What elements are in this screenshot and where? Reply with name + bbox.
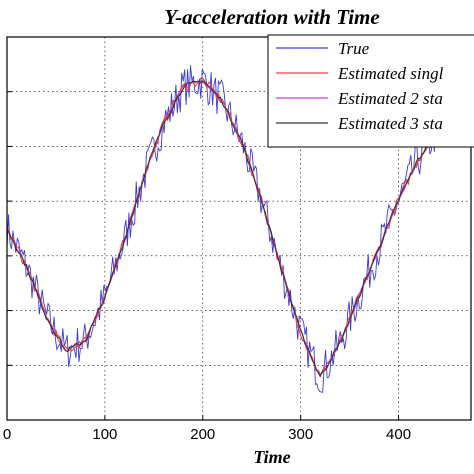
series-line-2 <box>6 77 472 376</box>
legend: True Estimated singl Estimated 2 sta Estima… <box>267 34 474 148</box>
x-axis-label: Time <box>253 447 290 467</box>
legend-label: True <box>338 39 370 58</box>
legend-box <box>267 34 474 148</box>
x-tick-label: 100 <box>92 426 117 443</box>
x-axis: 0 100 200 300 400 <box>3 91 411 443</box>
series-layer <box>6 65 472 394</box>
plot-frame <box>6 36 472 421</box>
legend-label: Estimated 2 sta <box>337 89 443 108</box>
x-tick-label: 200 <box>190 426 215 443</box>
legend-label: Estimated 3 sta <box>337 114 443 133</box>
series-line-4 <box>6 80 472 378</box>
x-tick-label: 300 <box>288 426 313 443</box>
x-tick-label: 400 <box>386 426 411 443</box>
x-tick-label: 0 <box>3 426 11 443</box>
legend-label: Estimated singl <box>337 64 444 83</box>
chart-title: Y-acceleration with Time <box>164 5 379 29</box>
